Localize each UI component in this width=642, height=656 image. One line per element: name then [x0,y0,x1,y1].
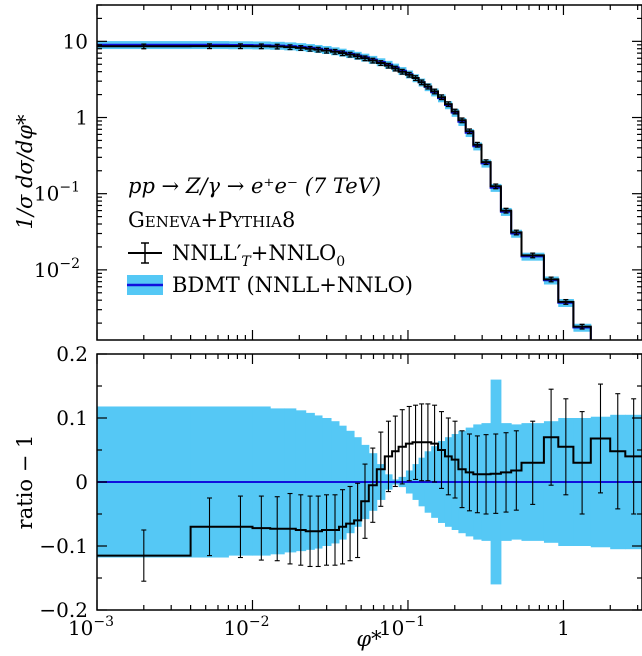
legend-bdmt-label: BDMT (NNLL+NNLO) [172,273,413,297]
x-axis-label: φ* [356,627,382,651]
main-ytick-label: 10−1 [34,180,80,206]
ratio-ytick-label: 0 [75,470,88,494]
bdmt-line-main [97,43,592,340]
main-ytick-label: 10−2 [34,256,80,282]
geneva-ratio-step [97,436,642,557]
bdmt-band-main [97,41,611,340]
legend-bdmt-marker [127,275,163,295]
process-annotation: pp → Z/γ → e⁺e⁻ (7 TeV) [128,174,381,198]
x-tick-labels: 10−3 10−2 10−1 1 [68,614,570,640]
main-ytick-label: 10 [63,29,88,53]
ratio-ytick-label: −0.2 [39,598,88,622]
ratio-panel: 0.20.10−0.1−0.2 10−3 10−2 10−1 1 ratio − 1 … [13,342,642,651]
geneva-step-line [97,45,592,340]
legend-geneva-label: NNLL′T+NNLO0 [172,241,345,270]
ratio-ytick-label: 0.1 [56,406,88,430]
generator-annotation: GENEVA+PYTHIA8 [128,208,295,232]
legend-geneva-marker [128,242,162,264]
bdmt-ratio-band-bin [284,408,297,553]
main-ylabel: 1/σ dσ/dφ* [13,114,37,229]
bdmt-band-bin [590,339,611,340]
ratio-ytick-label: 0.2 [56,342,88,366]
bdmt-ratio-band-bin [295,410,307,552]
geneva-line-main [97,43,603,340]
main-ytick-label: 1 [75,106,88,130]
x-tick-label: 10−1 [379,614,425,640]
x-tick-label: 10−3 [68,614,114,640]
ratio-ticks [96,353,642,611]
ratio-ylabel: ratio − 1 [13,435,37,530]
main-ticks [96,4,642,340]
legend: NNLL′T+NNLO0 BDMT (NNLL+NNLO) [127,241,413,297]
bdmt-step-line [97,43,592,340]
x-tick-label: 1 [557,616,570,640]
main-panel: 10 1 10−1 10−2 1/σ dσ/dφ* pp → Z/γ → e⁺e⁻ (… [13,4,642,341]
main-ytick-labels: 10 1 10−1 10−2 [34,29,88,282]
geneva-line-ratio [97,383,642,582]
ratio-ytick-label: −0.1 [39,534,88,558]
main-axes-frame [96,4,642,341]
x-tick-label: 10−2 [223,614,269,640]
ratio-ytick-labels: 0.2 0.1 0 −0.1 −0.2 [39,342,88,622]
